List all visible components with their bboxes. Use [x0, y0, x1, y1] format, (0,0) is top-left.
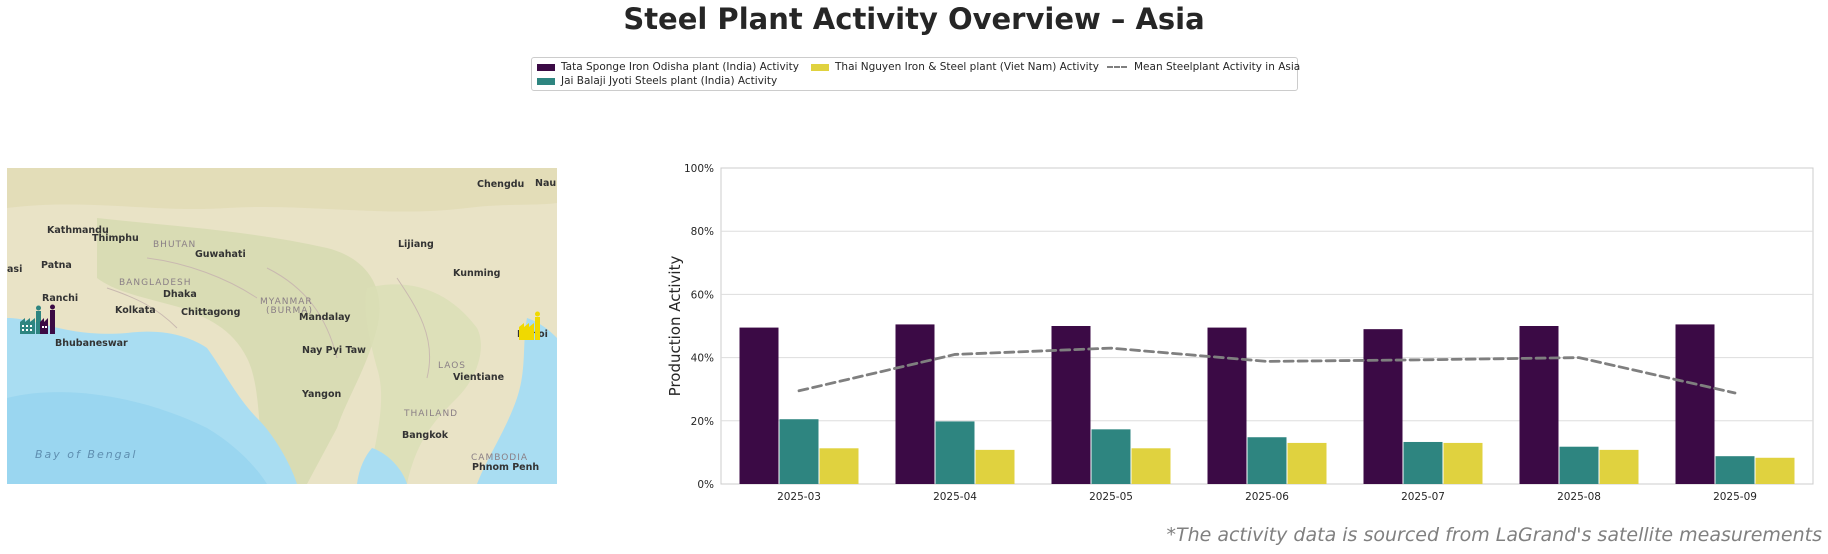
- map-label-patna: Patna: [41, 260, 72, 271]
- bar: [1715, 456, 1755, 484]
- bar: [779, 419, 819, 484]
- map-label-guwahati: Guwahati: [195, 249, 246, 260]
- bar: [935, 421, 975, 484]
- bar: [1287, 442, 1327, 484]
- map-forest: [97, 218, 380, 484]
- legend-label-mean: Mean Steelplant Activity in Asia: [1134, 61, 1301, 73]
- chart-title: Steel Plant Activity Overview – Asia: [623, 2, 1205, 36]
- bar: [1675, 324, 1715, 484]
- bar: [1403, 441, 1443, 484]
- x-tick-label: 2025-09: [1713, 491, 1757, 500]
- map-label-chengdu: Chengdu: [477, 179, 524, 190]
- bar: [1091, 429, 1131, 484]
- x-tick-label: 2025-07: [1401, 491, 1445, 500]
- map-label-mandalay: Mandalay: [299, 312, 351, 323]
- map-label-myanmar: MYANMAR: [260, 297, 313, 307]
- map-label-burma: (BURMA): [266, 306, 313, 316]
- legend-label-thai-nguyen: Thai Nguyen Iron & Steel plant (Viet Nam…: [835, 61, 1099, 73]
- factory-icon-thai-nguyen: [519, 311, 540, 340]
- map-label-kolkata: Kolkata: [115, 305, 156, 316]
- bar-chart: 0% 20% 40% 60% 80% 100% 2025-03 2025-04 2025-05 2…: [666, 163, 1814, 500]
- mean-activity-line: [797, 346, 1737, 395]
- map-label-chittagong: Chittagong: [181, 307, 240, 318]
- bar: [1051, 326, 1091, 484]
- bar: [1599, 449, 1639, 484]
- y-tick-label: 0%: [697, 479, 714, 491]
- map-label-asi: asi: [7, 264, 22, 275]
- map-gulf-of-tonkin: [477, 318, 557, 484]
- legend-swatch-thai-nguyen: [811, 63, 829, 71]
- legend-swatch-tata: [537, 63, 555, 71]
- y-tick-label: 80%: [691, 226, 714, 238]
- x-tick-label: 2025-06: [1245, 491, 1289, 500]
- x-tick-label: 2025-03: [777, 491, 821, 500]
- legend-label-jai-balaji: Jai Balaji Jyoti Steels plant (India) Ac…: [561, 75, 778, 87]
- map-label-bangkok: Bangkok: [402, 430, 449, 441]
- map-label-laos: LAOS: [438, 361, 466, 371]
- legend-item-mean: Mean Steelplant Activity in Asia: [1107, 61, 1300, 73]
- region-map: Chengdu Nau Kathmandu Thimphu Guwahati L…: [7, 168, 557, 484]
- bar: [1559, 446, 1599, 484]
- map-label-yangon: Yangon: [301, 389, 342, 400]
- x-tick-label: 2025-08: [1557, 491, 1601, 500]
- map-label-vientiane: Vientiane: [453, 372, 504, 383]
- legend-item-jai-balaji: Jai Balaji Jyoti Steels plant (India) Ac…: [537, 75, 777, 87]
- map-label-naypyitaw: Nay Pyi Taw: [302, 345, 366, 356]
- map-label-bhubaneswar: Bhubaneswar: [55, 338, 128, 349]
- bar: [975, 449, 1015, 484]
- y-tick-label: 20%: [691, 416, 714, 428]
- map-gulf-of-thailand: [357, 448, 407, 484]
- legend-label-tata: Tata Sponge Iron Odisha plant (India) Ac…: [561, 61, 799, 73]
- bar: [819, 448, 859, 484]
- map-label-kathmandu: Kathmandu: [47, 225, 109, 236]
- map-highlands: [7, 168, 557, 212]
- bar: [1519, 326, 1559, 484]
- map-label-bangladesh: BANGLADESH: [119, 278, 192, 288]
- legend: Tata Sponge Iron Odisha plant (India) Ac…: [531, 57, 1300, 91]
- x-tick-label: 2025-05: [1089, 491, 1133, 500]
- legend-swatch-jai-balaji: [537, 77, 555, 85]
- legend-item-tata: Tata Sponge Iron Odisha plant (India) Ac…: [537, 61, 799, 73]
- bar: [1755, 457, 1795, 484]
- factory-icon-tata: [40, 304, 55, 334]
- y-axis-label: Production Activity: [666, 256, 684, 397]
- map-label-thimphu: Thimphu: [92, 233, 139, 244]
- map-label-cambodia: CAMBODIA: [471, 453, 528, 463]
- bar: [895, 324, 935, 484]
- bar: [1443, 442, 1483, 484]
- map-borders: [106, 257, 431, 379]
- bar: [1131, 448, 1171, 484]
- bar: [739, 327, 779, 484]
- map-indochina: [365, 284, 481, 484]
- bar: [1363, 329, 1403, 484]
- map-label-lijiang: Lijiang: [398, 239, 434, 250]
- map-label-bhutan: BHUTAN: [153, 240, 196, 250]
- bar: [1207, 327, 1247, 484]
- plot-area: [720, 167, 1814, 485]
- map-label-ranchi: Ranchi: [42, 293, 78, 304]
- y-tick-label: 40%: [691, 353, 714, 365]
- factory-icon-jai-balaji: [20, 305, 41, 334]
- legend-item-thai-nguyen: Thai Nguyen Iron & Steel plant (Viet Nam…: [811, 61, 1099, 73]
- map-label-phnompenh: Phnom Penh: [472, 462, 539, 473]
- map-label-bay: Bay of Bengal: [35, 448, 137, 461]
- y-tick-label: 60%: [691, 289, 714, 301]
- footnote: *The activity data is sourced from LaGra…: [1166, 524, 1822, 546]
- y-tick-label: 100%: [684, 163, 714, 175]
- map-deep-sea: [7, 392, 267, 484]
- bar: [1247, 437, 1287, 484]
- map-label-kunming: Kunming: [453, 268, 500, 279]
- map-label-nanchong: Nau: [535, 178, 556, 189]
- map-label-dhaka: Dhaka: [163, 289, 197, 300]
- x-tick-label: 2025-04: [933, 491, 977, 500]
- map-label-thailand: THAILAND: [403, 409, 458, 419]
- legend-swatch-mean: [1107, 66, 1127, 68]
